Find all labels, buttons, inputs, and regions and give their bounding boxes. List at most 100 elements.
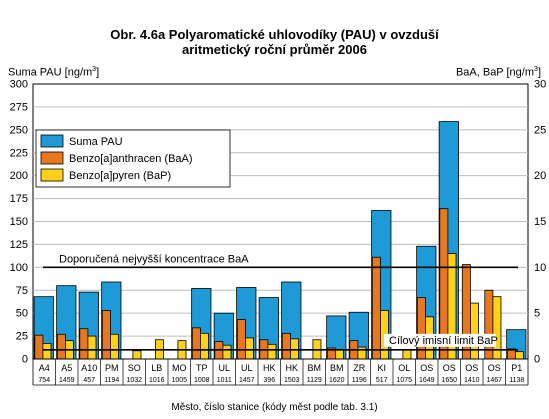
x-tick-station: 1503 <box>284 377 300 384</box>
x-tick-city: OS <box>420 363 433 373</box>
x-tick-station: 1011 <box>217 377 232 384</box>
y-left-tick-label: 100 <box>10 262 28 274</box>
y-left-tick-label: 225 <box>10 147 28 159</box>
bar-bap <box>110 333 119 360</box>
y-axis-left-title: Suma PAU [ng/m3] <box>8 66 100 79</box>
y-left-tick-label: 0 <box>22 354 28 366</box>
x-tick-station: 1075 <box>396 377 412 384</box>
y-left-tick-label: 200 <box>10 170 28 182</box>
legend-box <box>35 129 231 188</box>
x-tick-station: 1459 <box>59 377 75 384</box>
x-tick-city: OL <box>398 363 410 373</box>
legend-swatch <box>40 134 64 148</box>
bar-baa <box>236 319 246 360</box>
bar-baa <box>191 327 201 360</box>
bar-baa <box>484 289 494 360</box>
x-tick-station: 457 <box>83 377 95 384</box>
x-tick-station: 517 <box>376 377 388 384</box>
x-tick-station: 754 <box>38 377 50 384</box>
bar-baa <box>281 332 291 360</box>
bar-bap <box>244 337 254 360</box>
bar-bap <box>199 332 209 360</box>
x-tick-station: 1194 <box>104 377 119 384</box>
y-left-tick-label: 250 <box>10 124 28 136</box>
bar-bap <box>334 349 344 360</box>
x-tick-city: OS <box>443 363 456 373</box>
y-left-tick-label: 25 <box>16 331 28 343</box>
reference-label-bap: Cílový imisní limit BaP <box>389 335 498 347</box>
legend-label: Benzo[a]pyren (BaP) <box>69 170 171 182</box>
x-tick-city: BM <box>330 363 344 373</box>
legend-label: Benzo[a]anthracen (BaA) <box>69 153 193 165</box>
x-tick-station: 1410 <box>464 377 480 384</box>
bar-bap <box>267 343 277 360</box>
legend-swatch <box>40 168 64 182</box>
y-right-tick-label: 30 <box>534 79 546 91</box>
reference-label-bg <box>55 252 277 266</box>
bar-baa <box>101 310 111 360</box>
x-tick-city: A4 <box>39 363 50 373</box>
y-right-tick-label: 5 <box>534 308 540 320</box>
x-tick-city: OS <box>465 363 478 373</box>
bar-bap <box>357 346 367 360</box>
reference-label-bg <box>384 333 496 347</box>
bar-bap <box>289 338 299 360</box>
x-tick-city: BM <box>308 363 322 373</box>
x-tick-station: 1650 <box>441 377 457 384</box>
x-tick-station: 1016 <box>149 377 165 384</box>
x-tick-station: 396 <box>263 377 275 384</box>
bar-baa <box>79 328 89 360</box>
legend-swatch <box>40 151 64 165</box>
bar-bap <box>515 351 524 360</box>
reference-label-baa: Doporučená nejvyšší koncentrace BaA <box>59 253 249 265</box>
x-tick-city: UL <box>218 363 230 373</box>
y-right-tick-label: 10 <box>534 262 546 274</box>
x-tick-city: HK <box>263 363 276 373</box>
x-tick-city: OS <box>488 363 501 373</box>
chart-title-line2: aritmetický roční průměr 2006 <box>182 42 367 57</box>
x-tick-city: PM <box>105 363 119 373</box>
x-axis-title: Město, číslo stanice (kódy měst podle ta… <box>171 402 378 413</box>
x-tick-city: UL <box>241 363 253 373</box>
x-tick-city: A10 <box>81 363 97 373</box>
x-tick-station: 1032 <box>126 377 142 384</box>
x-tick-city: P1 <box>511 363 522 373</box>
x-tick-city: HK <box>285 363 298 373</box>
bar-bap <box>87 335 97 360</box>
y-left-tick-label: 50 <box>16 308 28 320</box>
x-tick-city: A5 <box>61 363 72 373</box>
bar-bap <box>132 350 142 360</box>
y-left-tick-label: 300 <box>10 79 28 91</box>
chart-title-line1: Obr. 4.6a Polyaromatické uhlovodíky (PAU… <box>110 27 439 42</box>
x-tick-station: 1620 <box>329 377 345 384</box>
x-tick-city: LB <box>151 363 162 373</box>
x-tick-station: 1649 <box>419 377 435 384</box>
x-tick-station: 1129 <box>307 377 322 384</box>
y-right-tick-label: 25 <box>534 124 546 136</box>
bar-baa <box>371 256 381 360</box>
bar-bap <box>42 343 52 360</box>
y-right-tick-label: 20 <box>534 170 546 182</box>
x-tick-station: 1005 <box>171 377 187 384</box>
x-tick-city: ZR <box>353 363 365 373</box>
y-left-tick-label: 175 <box>10 193 28 205</box>
legend-label: Suma PAU <box>69 136 123 148</box>
y-left-tick-label: 75 <box>16 285 28 297</box>
x-tick-station: 1008 <box>194 377 210 384</box>
y-right-tick-label: 0 <box>534 354 540 366</box>
x-tick-station: 1138 <box>509 377 524 384</box>
y-left-tick-label: 275 <box>10 101 28 113</box>
y-right-tick-label: 15 <box>534 216 546 228</box>
bar-bap <box>222 344 232 360</box>
x-tick-city: SO <box>128 363 141 373</box>
bar-baa <box>56 333 66 360</box>
y-left-tick-label: 125 <box>10 239 28 251</box>
x-tick-station: 1457 <box>239 377 255 384</box>
y-axis-right-title: BaA, BaP [ng/m3] <box>455 66 541 79</box>
x-tick-city: TP <box>196 363 208 373</box>
x-tick-station: 1467 <box>486 377 502 384</box>
x-tick-station: 1196 <box>352 377 367 384</box>
bar-bap <box>402 349 412 360</box>
y-left-tick-label: 150 <box>10 216 28 228</box>
